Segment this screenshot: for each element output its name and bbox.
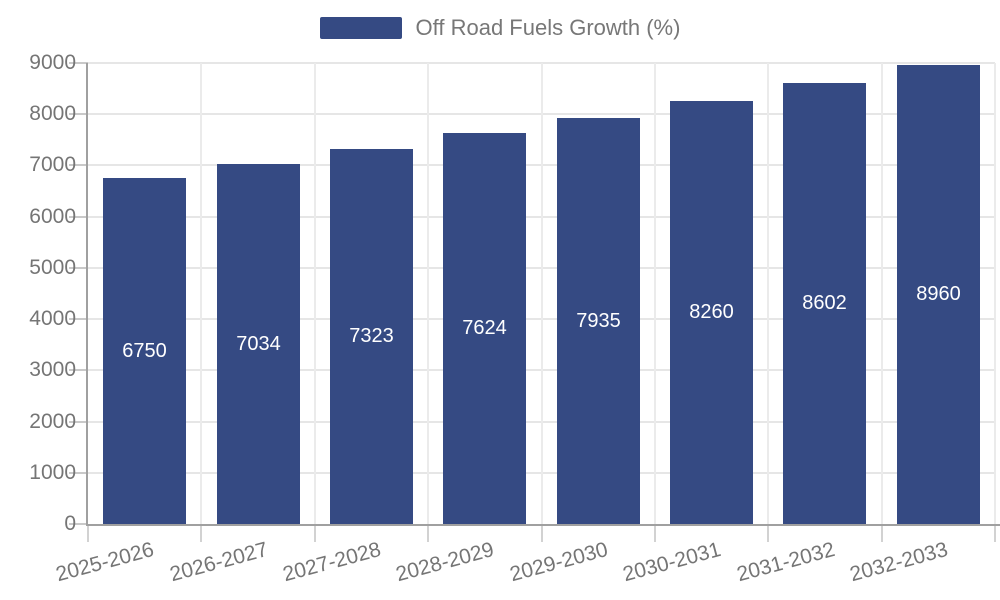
bar[interactable]: 6750	[103, 178, 186, 524]
y-axis-label: 5000	[29, 255, 76, 279]
bar[interactable]: 7323	[330, 149, 413, 524]
legend-item[interactable]: Off Road Fuels Growth (%)	[0, 14, 1000, 42]
x-axis-tick	[880, 524, 883, 542]
y-axis-tick	[69, 369, 88, 372]
y-axis-tick	[69, 318, 88, 321]
bar[interactable]: 8260	[670, 101, 753, 524]
bar[interactable]: 7935	[557, 118, 640, 524]
y-axis-label: 6000	[29, 204, 76, 228]
y-axis-tick	[69, 471, 88, 474]
y-axis-label: 9000	[29, 51, 76, 74]
x-axis-label: 2032-2033	[847, 538, 951, 587]
bar-value-label: 8602	[802, 292, 847, 314]
gridline-vertical	[313, 63, 316, 524]
y-axis-label: 1000	[29, 460, 76, 484]
bar-value-label: 7624	[462, 317, 507, 339]
y-axis-label: 8000	[29, 102, 76, 126]
y-axis-label: 2000	[29, 409, 76, 433]
x-axis-tick	[994, 524, 996, 542]
bar-value-label: 6750	[122, 339, 167, 362]
x-axis-tick	[87, 524, 89, 542]
legend-label: Off Road Fuels Growth (%)	[415, 15, 681, 40]
y-axis-tick	[69, 215, 88, 218]
gridline-vertical	[994, 63, 996, 524]
gridline-vertical	[427, 63, 430, 524]
y-axis-tick	[69, 113, 88, 116]
y-axis-tick	[69, 62, 88, 64]
gridline-vertical	[200, 63, 203, 524]
y-axis-tick	[69, 523, 88, 525]
gridline-vertical	[880, 63, 883, 524]
gridline-vertical	[653, 63, 656, 524]
x-axis-tick	[313, 524, 316, 542]
bar-value-label: 7323	[349, 325, 394, 347]
y-axis-tick	[69, 164, 88, 167]
x-axis-tick	[767, 524, 770, 542]
y-axis-label: 7000	[29, 153, 76, 177]
x-axis-label: 2025-2026	[53, 538, 157, 587]
y-axis-line	[86, 63, 88, 526]
bar[interactable]: 7034	[217, 164, 300, 524]
y-axis-label: 4000	[29, 307, 76, 331]
x-axis-line	[86, 524, 1000, 526]
bar-value-label: 7034	[236, 332, 281, 355]
x-axis-label: 2029-2030	[507, 538, 611, 587]
x-axis-label: 2026-2027	[167, 538, 271, 587]
y-axis-label: 3000	[29, 358, 76, 382]
x-axis-label: 2030-2031	[620, 538, 724, 587]
x-axis-label: 2031-2032	[733, 538, 837, 587]
gridline-vertical	[540, 63, 543, 524]
x-axis-tick	[200, 524, 203, 542]
bar[interactable]: 7624	[443, 133, 526, 524]
bar-value-label: 8960	[916, 283, 961, 305]
bar-value-label: 7935	[576, 309, 621, 332]
bar-value-label: 8260	[689, 301, 734, 323]
x-axis-label: 2028-2029	[393, 538, 497, 587]
x-axis-tick	[540, 524, 543, 542]
legend-swatch	[319, 17, 402, 39]
bar[interactable]: 8602	[783, 83, 866, 524]
y-axis-tick	[69, 420, 88, 423]
y-axis-tick	[69, 266, 88, 269]
x-axis-tick	[427, 524, 430, 542]
y-axis-label: 0	[64, 512, 76, 535]
x-axis-tick	[653, 524, 656, 542]
bar[interactable]: 8960	[897, 65, 980, 524]
x-axis-label: 2027-2028	[280, 538, 384, 587]
gridline-vertical	[767, 63, 770, 524]
